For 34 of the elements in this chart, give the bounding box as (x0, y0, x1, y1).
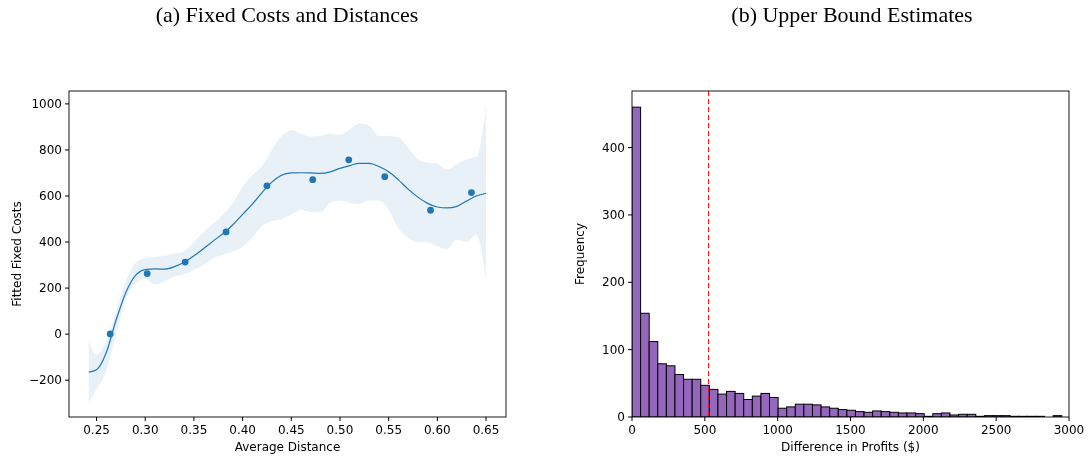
x-tick-label: 0.55 (375, 423, 403, 437)
x-tick-label: 2500 (980, 423, 1012, 437)
x-tick-label: 0.50 (326, 423, 354, 437)
x-tick-label: 0.40 (229, 423, 256, 437)
y-tick-label: 200 (602, 275, 625, 290)
x-tick-label: 0.65 (472, 423, 500, 437)
x-tick-label: 3000 (1053, 423, 1085, 437)
chart-title: (a) Fixed Costs and Distances (155, 2, 419, 27)
x-tick-label: 0.45 (277, 423, 305, 437)
x-axis-title: Average Distance (234, 440, 341, 454)
x-tick-label: 0.30 (131, 423, 159, 437)
x-tick-label: 0 (628, 423, 636, 437)
x-tick-label: 2000 (908, 423, 939, 437)
x-axis-title: Difference in Profits ($) (781, 440, 920, 454)
y-axis-title: Frequency (573, 223, 587, 285)
chart-title: (b) Upper Bound Estimates (731, 2, 973, 27)
x-tick-label: 0.35 (180, 423, 208, 437)
y-tick-label: 400 (39, 235, 62, 250)
y-tick-label: 400 (602, 140, 625, 155)
x-tick-label: 0.25 (83, 423, 110, 437)
y-tick-label: 0 (54, 327, 62, 342)
y-tick-label: 800 (39, 142, 62, 157)
x-tick-label: 0.60 (423, 423, 451, 437)
x-tick-label: 1500 (835, 423, 866, 437)
y-tick-label: 300 (602, 207, 625, 222)
y-tick-label: 600 (39, 188, 62, 203)
y-axis-title: Fitted Fixed Costs (10, 201, 24, 307)
x-tick-label: 500 (693, 423, 717, 437)
y-tick-label: 100 (602, 342, 625, 357)
y-tick-label: 1000 (31, 96, 62, 111)
x-tick-label: 1000 (762, 423, 793, 437)
y-tick-label: −200 (29, 373, 62, 388)
y-tick-label: 0 (617, 410, 625, 424)
y-tick-label: 200 (39, 281, 62, 296)
